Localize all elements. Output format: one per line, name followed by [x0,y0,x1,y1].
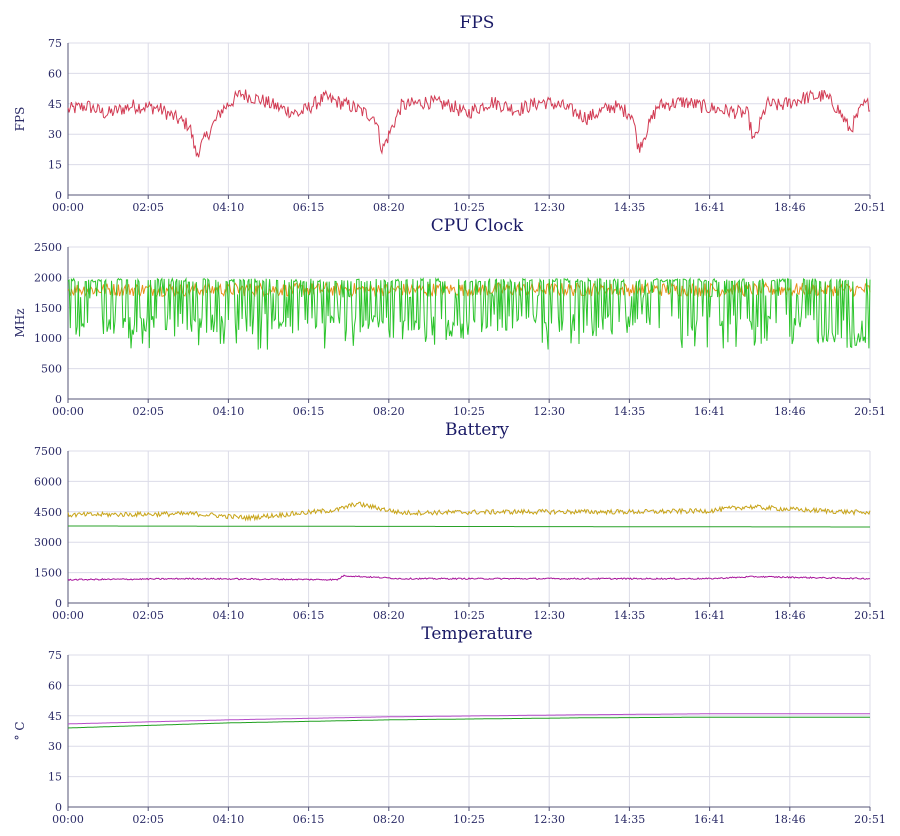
x-tick-label: 04:10 [213,609,245,622]
x-tick-label: 14:35 [614,609,646,622]
chart-title: Temperature [421,624,532,644]
y-tick-label: 0 [55,393,62,406]
x-tick-label: 00:00 [52,609,84,622]
y-tick-label: 7500 [34,445,62,458]
y-tick-label: 75 [48,649,62,662]
series-line-3 [67,574,871,582]
y-tick-label: 6000 [34,475,62,488]
x-tick-label: 10:25 [453,201,485,214]
y-tick-label: 45 [48,710,62,723]
x-tick-label: 16:41 [694,201,726,214]
series-line-2 [68,525,870,528]
x-tick-label: 18:46 [774,813,806,826]
y-tick-label: 30 [48,740,62,753]
y-tick-label: 4500 [34,506,62,519]
y-tick-label: 30 [48,128,62,141]
x-tick-label: 16:41 [694,813,726,826]
x-tick-label: 08:20 [373,609,405,622]
x-tick-label: 14:35 [614,813,646,826]
x-tick-label: 08:20 [373,405,405,418]
series-line-2 [67,276,871,350]
y-tick-label: 60 [48,679,62,692]
y-axis-label: ° C [13,722,27,741]
x-tick-label: 18:46 [774,405,806,418]
x-tick-label: 10:25 [453,609,485,622]
y-tick-label: 45 [48,98,62,111]
x-tick-label: 06:15 [293,405,325,418]
chart-panel-4: Temperature 0 15 30 45 60 75 00:00 02:05 04:10 06:… [13,624,886,826]
x-tick-label: 12:30 [533,201,565,214]
x-tick-label: 18:46 [774,201,806,214]
y-tick-label: 0 [55,597,62,610]
x-tick-label: 00:00 [52,405,84,418]
x-tick-label: 20:51 [854,405,886,418]
x-tick-label: 20:51 [854,609,886,622]
x-tick-label: 16:41 [694,405,726,418]
x-tick-label: 00:00 [52,813,84,826]
series-line-2 [67,716,870,729]
x-tick-label: 06:15 [293,813,325,826]
x-tick-label: 04:10 [213,201,245,214]
x-tick-label: 04:10 [213,405,245,418]
y-axis-label: MHz [13,308,27,337]
series-line-1 [67,501,871,522]
y-tick-label: 0 [55,189,62,202]
x-tick-label: 02:05 [132,405,164,418]
x-tick-label: 12:30 [533,609,565,622]
x-tick-label: 06:15 [293,609,325,622]
y-tick-label: 60 [48,67,62,80]
chart-title: CPU Clock [431,216,524,236]
x-tick-label: 02:05 [132,813,164,826]
x-tick-label: 00:00 [52,201,84,214]
y-tick-label: 3000 [34,536,62,549]
x-tick-label: 08:20 [373,813,405,826]
chart-panel-2: CPU Clock 0 500 1000 1500 2000 2500 00:00 02:05 0… [13,216,886,418]
x-tick-label: 02:05 [132,201,164,214]
x-tick-label: 16:41 [694,609,726,622]
x-tick-label: 14:35 [614,405,646,418]
y-tick-label: 0 [55,801,62,814]
y-tick-label: 1500 [34,567,62,580]
y-tick-label: 2500 [34,241,62,254]
x-tick-label: 18:46 [774,609,806,622]
y-tick-label: 15 [48,159,62,172]
x-tick-label: 06:15 [293,201,325,214]
x-tick-label: 08:20 [373,201,405,214]
x-tick-label: 20:51 [854,201,886,214]
y-tick-label: 2000 [34,271,62,284]
x-tick-label: 12:30 [533,813,565,826]
x-tick-label: 10:25 [453,405,485,418]
chart-panel-3: Battery 0 1500 3000 4500 6000 7500 00:00 02:05 04… [34,420,886,622]
x-tick-label: 20:51 [854,813,886,826]
y-tick-label: 1500 [34,302,62,315]
series-line-1 [67,89,871,158]
series-line-1 [67,281,871,298]
y-tick-label: 15 [48,771,62,784]
y-tick-label: 500 [41,363,62,376]
x-tick-label: 02:05 [132,609,164,622]
y-axis-label: FPS [13,107,27,132]
x-tick-label: 10:25 [453,813,485,826]
x-tick-label: 04:10 [213,813,245,826]
chart-title: Battery [445,420,509,440]
x-tick-label: 14:35 [614,201,646,214]
chart-panel-1: FPS 0 15 30 45 60 75 00:00 02:05 04:10 06:15 08:20 1… [13,13,886,214]
y-tick-label: 75 [48,37,62,50]
y-tick-label: 1000 [34,332,62,345]
chart-title: FPS [460,13,495,33]
x-tick-label: 12:30 [533,405,565,418]
series-line-1 [68,713,870,725]
